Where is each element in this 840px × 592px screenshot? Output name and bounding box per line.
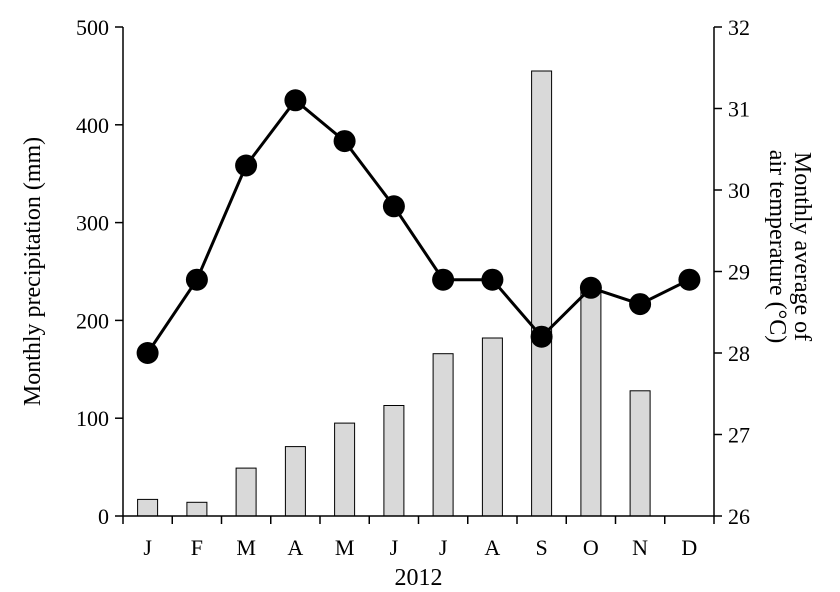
right-y-tick-label: 27	[728, 423, 750, 448]
temperature-point-1	[136, 342, 159, 364]
right-y-tick-label: 30	[728, 178, 750, 203]
x-tick-label-2: F	[191, 535, 203, 560]
precipitation-bar-3	[235, 467, 257, 517]
temperature-point-7	[432, 268, 455, 291]
right-y-tick-label: 28	[728, 341, 750, 366]
x-tick-label-5: M	[335, 535, 355, 560]
left-y-tick-label: 300	[76, 211, 109, 236]
right-y-axis-title-line-2: air temperature (°C)	[764, 150, 790, 344]
axes	[115, 26, 722, 524]
precipitation-bar-5	[334, 422, 356, 517]
left-y-tick-label: 0	[98, 504, 109, 529]
x-tick-label-11: N	[632, 535, 648, 560]
x-tick-label-7: J	[439, 535, 448, 560]
precipitation-bar-4	[284, 446, 306, 517]
precipitation-bar-1	[137, 498, 159, 517]
x-tick-label-8: A	[484, 535, 500, 560]
x-tick-label-9: S	[536, 535, 548, 560]
right-y-tick-label: 29	[728, 260, 750, 285]
left-y-tick-label: 400	[76, 113, 109, 138]
right-y-tick-label: 26	[728, 504, 750, 529]
temperature-series	[136, 89, 701, 364]
x-tick-label-4: A	[287, 535, 303, 560]
x-tick-label-6: J	[390, 535, 399, 560]
temperature-point-10	[579, 276, 602, 299]
right-y-axis-title-line-1: Monthly average of	[789, 152, 815, 341]
x-tick-label-1: J	[143, 535, 152, 560]
precipitation-bar-2	[186, 501, 208, 517]
temperature-point-2	[185, 268, 208, 291]
precipitation-bar-6	[383, 405, 405, 517]
precipitation-bar-10	[580, 285, 602, 517]
precipitation-bar-8	[481, 337, 503, 517]
precipitation-bar-7	[432, 353, 454, 517]
temperature-point-6	[382, 195, 405, 218]
right-y-tick-label: 31	[728, 97, 750, 122]
temperature-point-4	[284, 89, 307, 112]
precipitation-bar-11	[629, 390, 651, 517]
temperature-point-3	[235, 154, 258, 177]
precipitation-bars	[137, 70, 651, 517]
x-axis-title: 2012	[395, 565, 443, 591]
x-tick-label-12: D	[681, 535, 697, 560]
temperature-point-12	[678, 268, 701, 291]
precipitation-bar-9	[531, 70, 553, 517]
right-y-tick-label: 32	[728, 15, 750, 40]
x-tick-label-3: M	[236, 535, 256, 560]
left-y-tick-label: 100	[76, 406, 109, 431]
tick-labels: 0 100 200 300 400 500 26 27 28 29 30 31 32 J F M A M J J A S O…	[76, 15, 750, 560]
temperature-point-8	[481, 268, 504, 291]
temperature-line	[146, 98, 691, 354]
left-y-axis-title: Monthly precipitation (mm)	[20, 137, 46, 406]
temperature-point-5	[333, 130, 356, 153]
left-y-tick-label: 500	[76, 15, 109, 40]
x-tick-label-10: O	[583, 535, 599, 560]
left-y-tick-label: 200	[76, 308, 109, 333]
temperature-point-9	[530, 325, 553, 348]
temperature-point-11	[629, 293, 652, 316]
